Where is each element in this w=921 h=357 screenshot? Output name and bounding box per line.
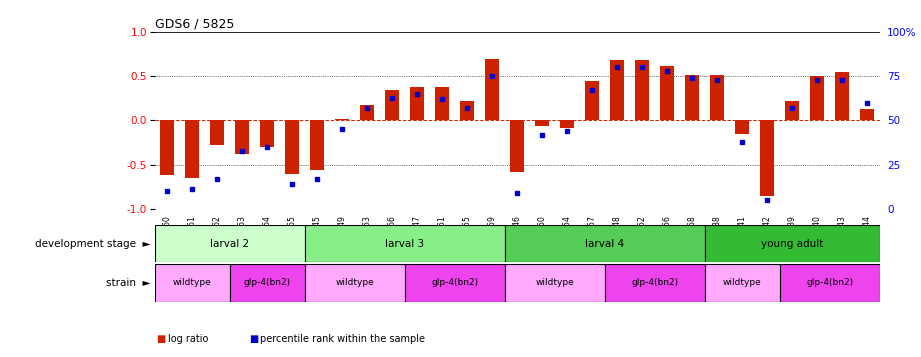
Bar xyxy=(635,60,649,121)
Text: larval 2: larval 2 xyxy=(210,238,250,249)
Bar xyxy=(705,264,779,302)
Text: wildtype: wildtype xyxy=(535,278,574,287)
Bar xyxy=(436,87,449,121)
Text: glp-4(bn2): glp-4(bn2) xyxy=(631,278,678,287)
Bar xyxy=(155,264,229,302)
Bar xyxy=(779,264,880,302)
Bar xyxy=(505,264,604,302)
Text: GDS6 / 5825: GDS6 / 5825 xyxy=(155,18,234,31)
Bar xyxy=(410,87,424,121)
Text: glp-4(bn2): glp-4(bn2) xyxy=(806,278,853,287)
Bar xyxy=(261,121,274,147)
Bar xyxy=(585,81,599,121)
Text: development stage  ►: development stage ► xyxy=(35,238,150,249)
Text: wildtype: wildtype xyxy=(335,278,374,287)
Bar xyxy=(505,225,705,262)
Bar xyxy=(160,121,174,175)
Bar xyxy=(810,76,824,121)
Text: young adult: young adult xyxy=(761,238,823,249)
Bar xyxy=(460,101,474,121)
Text: larval 3: larval 3 xyxy=(385,238,425,249)
Bar xyxy=(835,72,849,121)
Bar xyxy=(404,264,505,302)
Bar xyxy=(560,121,574,127)
Bar xyxy=(310,121,324,170)
Bar xyxy=(735,121,749,134)
Bar xyxy=(305,225,505,262)
Text: glp-4(bn2): glp-4(bn2) xyxy=(431,278,478,287)
Bar xyxy=(611,60,624,121)
Bar xyxy=(510,121,524,172)
Bar xyxy=(485,59,499,121)
Bar xyxy=(305,264,404,302)
Bar xyxy=(335,119,349,121)
Text: wildtype: wildtype xyxy=(723,278,762,287)
Text: log ratio: log ratio xyxy=(168,334,208,344)
Bar xyxy=(604,264,705,302)
Bar xyxy=(535,121,549,126)
Text: wildtype: wildtype xyxy=(173,278,212,287)
Bar xyxy=(155,225,305,262)
Bar xyxy=(385,90,399,121)
Bar xyxy=(705,225,880,262)
Bar xyxy=(760,121,774,196)
Text: strain  ►: strain ► xyxy=(106,278,150,288)
Bar xyxy=(286,121,299,174)
Bar xyxy=(786,101,799,121)
Text: percentile rank within the sample: percentile rank within the sample xyxy=(260,334,425,344)
Text: ■: ■ xyxy=(157,334,166,344)
Bar xyxy=(185,121,199,178)
Text: glp-4(bn2): glp-4(bn2) xyxy=(244,278,291,287)
Bar xyxy=(860,109,874,121)
Bar xyxy=(229,264,305,302)
Bar xyxy=(236,121,249,154)
Bar xyxy=(210,121,224,145)
Bar xyxy=(660,66,674,121)
Bar xyxy=(685,75,699,121)
Bar xyxy=(360,105,374,121)
Bar xyxy=(710,75,724,121)
Text: larval 4: larval 4 xyxy=(585,238,624,249)
Text: ■: ■ xyxy=(249,334,258,344)
